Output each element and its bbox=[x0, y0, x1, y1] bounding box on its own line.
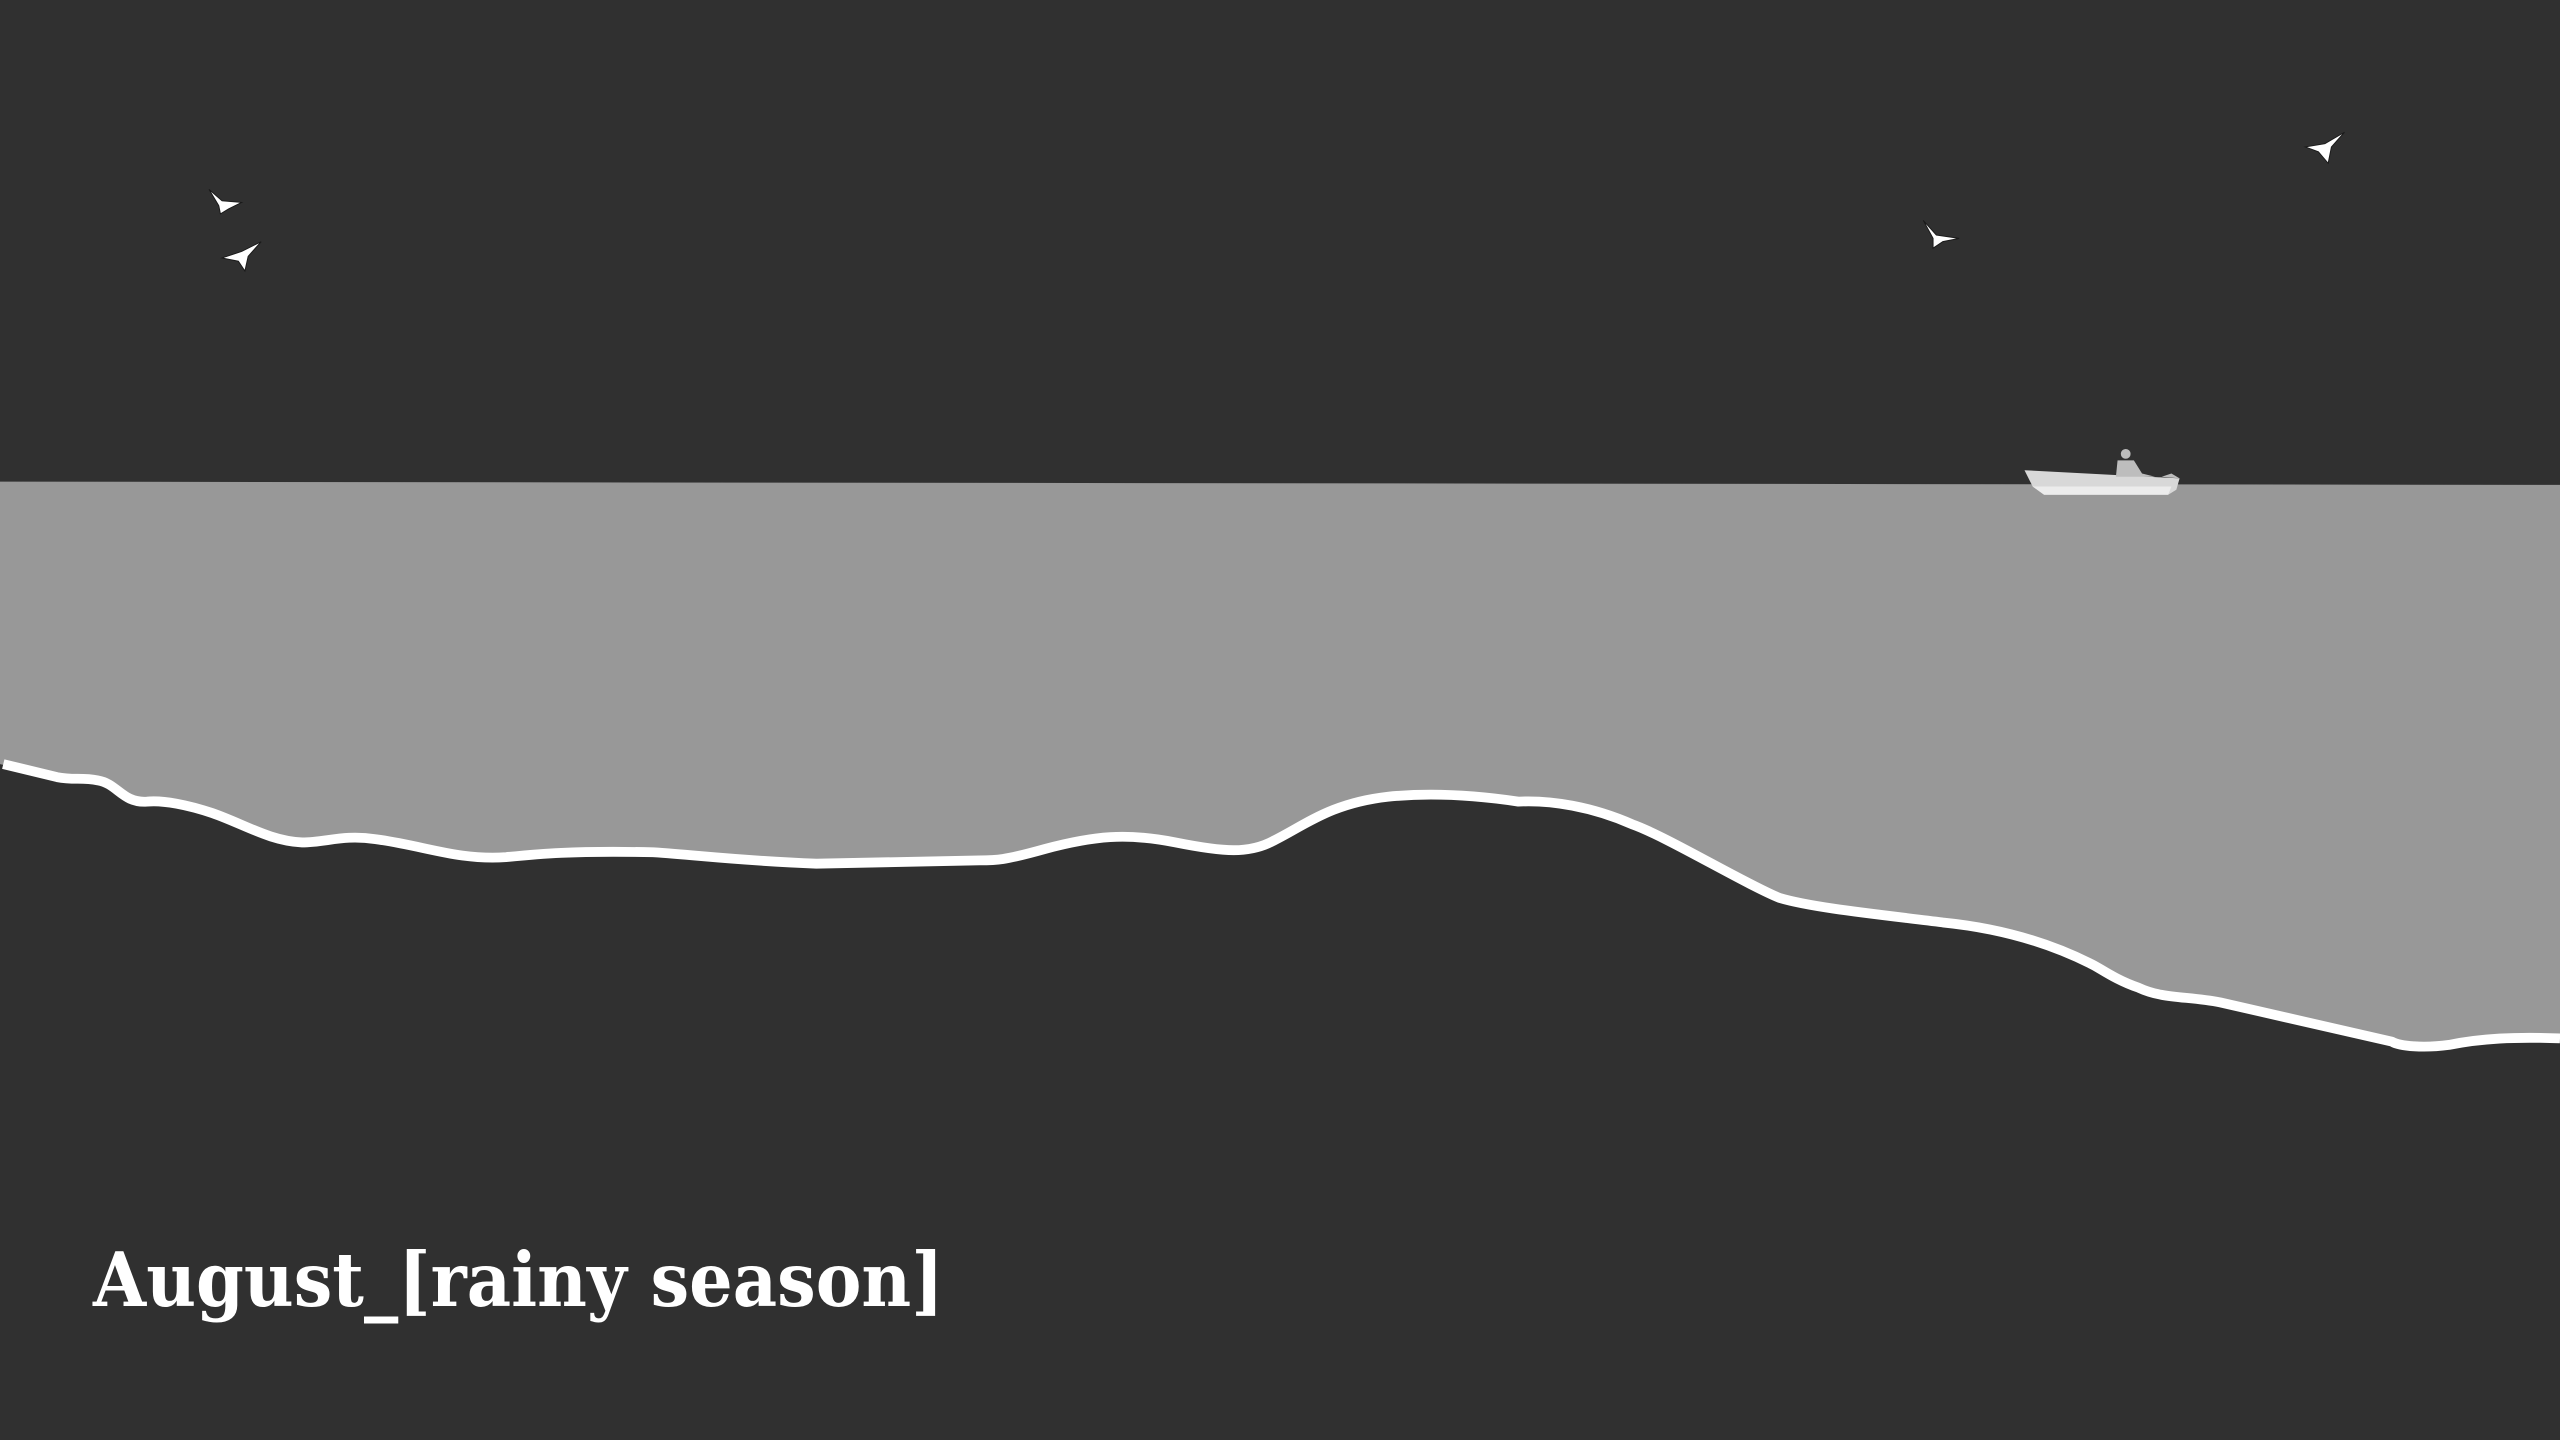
title: August_[rainy season] bbox=[92, 1235, 944, 1324]
water bbox=[0, 481, 2560, 1047]
shoreline bbox=[2, 759, 2560, 1052]
boat bbox=[2024, 448, 2180, 495]
birds bbox=[208, 131, 2345, 273]
